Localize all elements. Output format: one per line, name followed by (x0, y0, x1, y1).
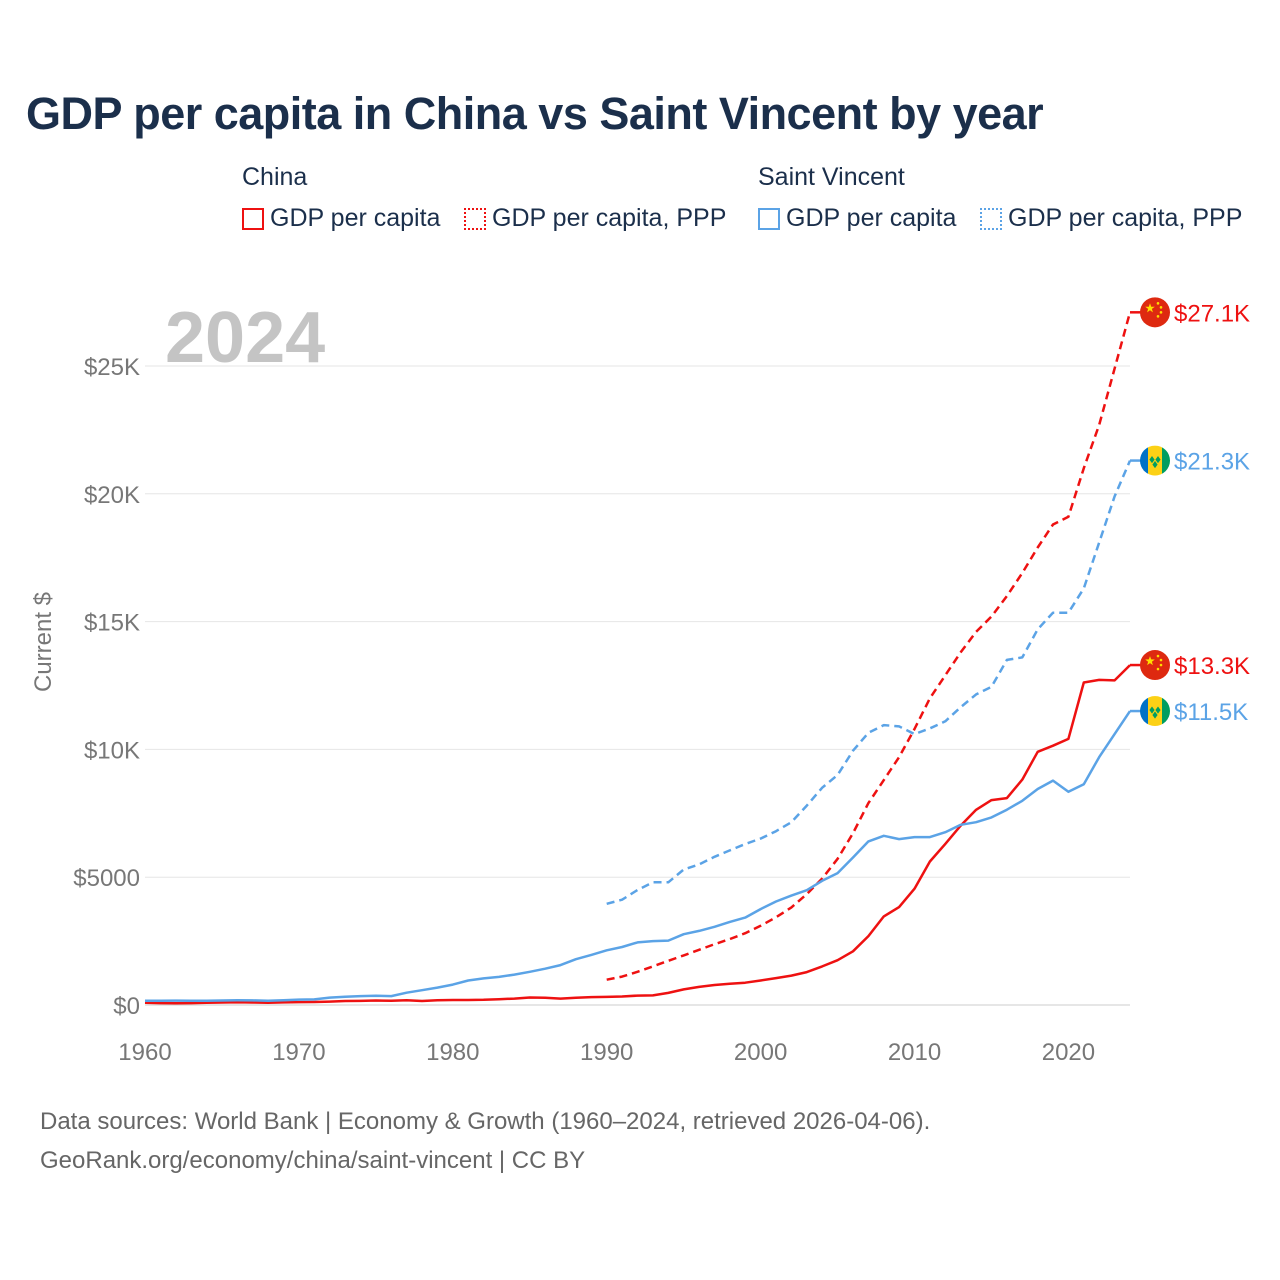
legend-label: GDP per capita, PPP (492, 204, 727, 232)
legend-label: GDP per capita (270, 204, 441, 232)
x-tick-label: 2010 (888, 1039, 941, 1066)
legend-item-china-gdp[interactable]: GDP per capita (242, 204, 440, 233)
chart-title: GDP per capita in China vs Saint Vincent… (26, 88, 1044, 139)
legend-item-saint-vincent-gdp[interactable]: GDP per capita (758, 204, 956, 233)
series-line (144, 710, 1132, 1003)
series-line (606, 460, 1132, 906)
end-value-label: $21.3K (1174, 449, 1250, 476)
y-axis-label: Current $ (30, 592, 57, 692)
end-value-label: $27.1K (1174, 300, 1250, 327)
x-tick-label: 2000 (734, 1039, 787, 1066)
legend-swatch-dotted-icon (980, 207, 1002, 230)
china-flag-icon (1140, 650, 1170, 681)
saint-vincent-flag-icon (1140, 696, 1170, 727)
y-tick-label: $25K (84, 354, 140, 381)
china-flag-icon (1140, 297, 1170, 328)
legend-group-saint-vincent: Saint Vincent (758, 163, 905, 191)
footer-sources: Data sources: World Bank | Economy & Gro… (40, 1108, 931, 1135)
year-watermark: 2024 (165, 298, 325, 378)
y-tick-label: $5000 (73, 865, 140, 892)
x-tick-label: 1980 (426, 1039, 479, 1066)
legend-swatch-solid-icon (242, 207, 264, 230)
legend-item-china-gdp-ppp[interactable]: GDP per capita, PPP (464, 204, 726, 233)
legend-label: GDP per capita, PPP (1008, 204, 1243, 232)
legend-label: GDP per capita (786, 204, 957, 232)
footer-link[interactable]: GeoRank.org/economy/china/saint-vincent … (40, 1147, 586, 1174)
series-line (606, 311, 1132, 981)
x-tick-label: 1990 (580, 1039, 633, 1066)
legend-swatch-dotted-icon (464, 207, 486, 230)
end-value-label: $11.5K (1174, 699, 1248, 726)
legend-swatch-solid-icon (758, 207, 780, 230)
x-tick-label: 1970 (272, 1039, 325, 1066)
x-tick-label: 2020 (1042, 1039, 1095, 1066)
saint-vincent-flag-icon (1140, 445, 1170, 476)
end-value-label: $13.3K (1174, 653, 1250, 680)
series-line (144, 664, 1131, 1005)
y-tick-label: $20K (84, 482, 140, 509)
y-tick-label: $15K (84, 610, 140, 637)
legend-group-china: China (242, 163, 308, 191)
y-tick-label: $10K (84, 737, 140, 764)
x-tick-label: 1960 (118, 1039, 171, 1066)
y-tick-label: $0 (113, 993, 140, 1020)
legend-item-saint-vincent-gdp-ppp[interactable]: GDP per capita, PPP (980, 204, 1242, 233)
